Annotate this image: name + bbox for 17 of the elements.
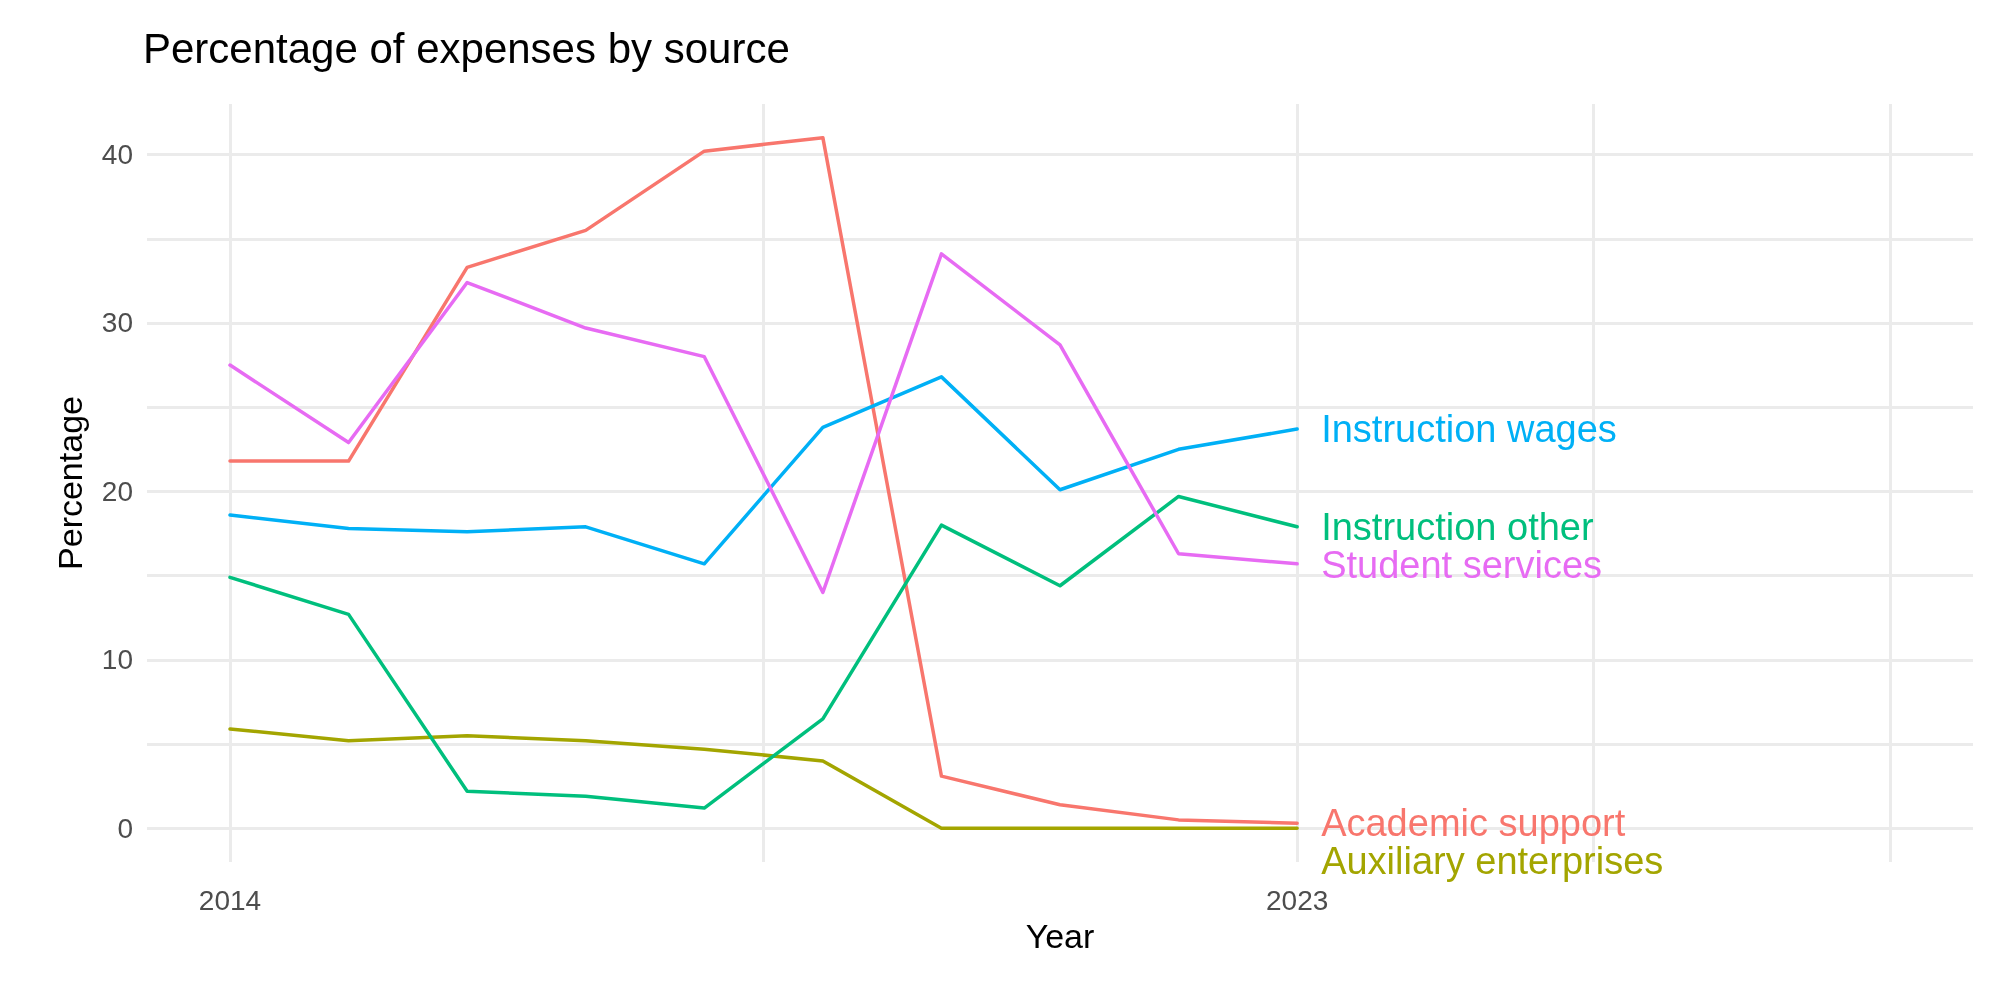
y-tick-label: 40 xyxy=(101,139,133,171)
y-tick-label: 10 xyxy=(101,644,133,676)
y-axis-title: Percentage xyxy=(51,396,89,570)
line-series xyxy=(228,252,1299,595)
line-series xyxy=(228,135,1299,826)
y-tick-label: 0 xyxy=(117,812,133,844)
series-label: Academic support xyxy=(1321,802,1626,845)
chart-title: Percentage of expenses by source xyxy=(143,24,790,72)
x-axis-title: Year xyxy=(1025,916,1095,955)
line-series xyxy=(228,375,1299,566)
y-tick-label: 20 xyxy=(101,475,133,507)
y-tick-label: 30 xyxy=(101,307,133,339)
line-series xyxy=(228,727,1299,831)
line-series xyxy=(228,494,1299,810)
series-label: Instruction wages xyxy=(1321,408,1617,451)
x-tick-label: 2014 xyxy=(198,884,262,916)
x-tick-label: 2023 xyxy=(1265,884,1329,916)
